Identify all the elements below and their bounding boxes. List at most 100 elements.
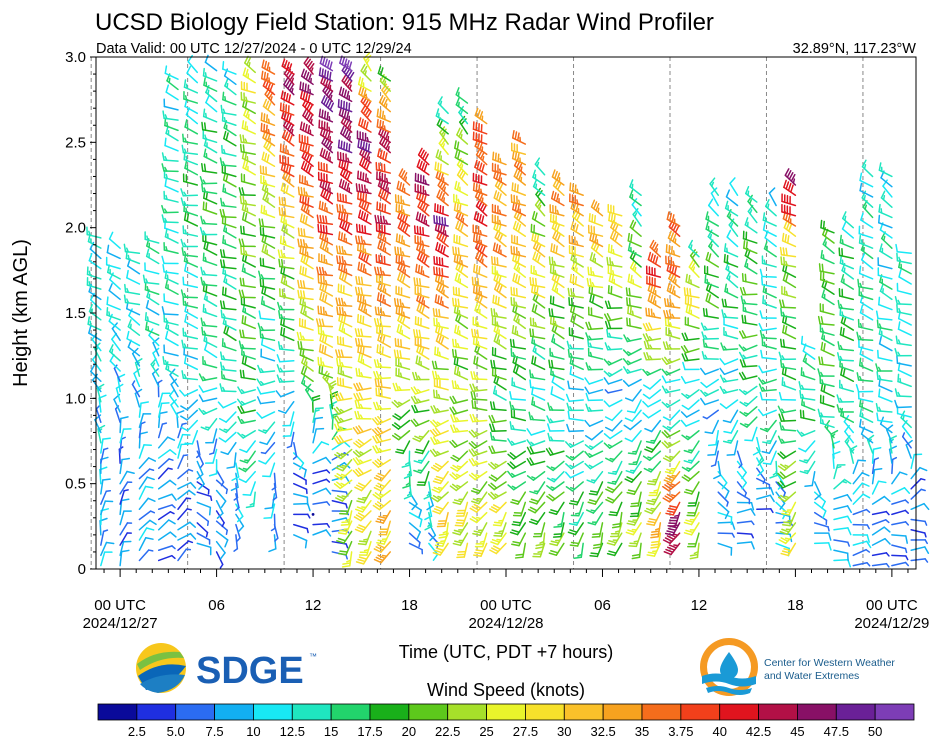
barb-feather <box>454 349 458 359</box>
barb-feather <box>385 103 388 109</box>
barb-feather <box>278 196 281 206</box>
wind-barb <box>177 508 192 521</box>
barb-feather <box>611 525 621 529</box>
barb-feather <box>509 338 513 348</box>
barb-feather <box>477 277 480 287</box>
wind-barb <box>161 306 179 316</box>
wind-barb <box>184 160 199 176</box>
barb-feather <box>220 104 223 114</box>
wind-barb <box>177 481 197 490</box>
wind-barb <box>241 120 256 135</box>
wind-barb <box>221 338 237 352</box>
barb-staff <box>183 389 199 397</box>
barb-feather <box>551 256 554 266</box>
barb-feather <box>208 506 212 516</box>
wind-barb <box>297 186 314 198</box>
barb-feather <box>264 100 270 109</box>
barb-feather <box>567 287 571 297</box>
wind-barb <box>86 276 102 290</box>
barb-feather <box>263 113 266 123</box>
barb-feather <box>341 204 345 214</box>
barb-staff <box>119 458 123 475</box>
barb-feather <box>265 141 271 150</box>
barb-feather <box>240 418 245 424</box>
barb-feather <box>593 214 596 224</box>
barb-feather <box>588 212 591 222</box>
barb-staff <box>269 462 276 478</box>
wind-barb <box>203 291 218 307</box>
barb-staff <box>279 360 295 363</box>
wind-barb <box>258 218 276 229</box>
barb-feather <box>341 495 347 498</box>
barb-feather <box>368 156 371 162</box>
barb-feather <box>396 246 400 256</box>
barb-feather <box>551 477 557 481</box>
wind-barb <box>221 144 237 157</box>
barb-feather <box>303 228 306 238</box>
barb-feather <box>299 331 303 341</box>
wind-barb <box>260 441 276 455</box>
barb-staff <box>138 527 148 541</box>
barb-feather <box>491 255 494 265</box>
barb-staff <box>170 383 179 398</box>
barb-feather <box>433 389 436 399</box>
barb-feather <box>161 255 165 265</box>
barb-feather <box>142 274 146 284</box>
wind-barb <box>142 274 160 285</box>
barb-feather <box>285 164 289 174</box>
barb-staff <box>119 490 125 505</box>
barb-feather <box>244 161 249 170</box>
barb-feather <box>302 335 306 341</box>
barb-feather <box>167 467 173 470</box>
barb-feather <box>108 311 111 317</box>
barb-feather <box>551 351 554 358</box>
barb-feather <box>165 246 168 252</box>
barb-feather <box>471 399 474 409</box>
barb-feather <box>529 328 532 337</box>
barb-feather <box>304 92 308 102</box>
barb-staff <box>177 540 190 551</box>
wind-barb <box>233 482 239 501</box>
barb-feather <box>263 286 267 296</box>
wind-barb <box>164 279 179 295</box>
wind-barb <box>201 163 218 174</box>
wind-barb <box>260 174 276 188</box>
wind-barb <box>126 269 141 285</box>
barb-feather <box>606 328 609 338</box>
barb-feather <box>203 122 207 131</box>
wind-barb <box>144 231 160 244</box>
barb-feather <box>499 157 502 164</box>
barb-feather <box>282 327 286 337</box>
barb-feather <box>497 296 500 306</box>
barb-feather <box>126 298 130 304</box>
barb-staff <box>108 238 121 249</box>
barb-feather <box>318 67 322 77</box>
wind-barb <box>260 112 276 127</box>
barb-staff <box>127 265 141 275</box>
wind-barb <box>299 213 314 229</box>
wind-barb <box>271 472 277 491</box>
barb-feather <box>415 263 418 273</box>
barb-feather <box>258 460 267 465</box>
barb-staff <box>157 554 173 562</box>
wind-barb <box>182 276 199 289</box>
barb-feather <box>321 365 324 375</box>
barb-feather <box>147 457 157 462</box>
barb-staff <box>273 472 277 489</box>
barb-feather <box>366 136 370 143</box>
barb-feather <box>165 125 169 135</box>
barb-feather <box>262 98 268 108</box>
barb-feather <box>264 179 268 186</box>
wind-barb <box>312 487 332 495</box>
barb-staff <box>215 540 226 554</box>
barb-feather <box>222 300 226 310</box>
barb-feather <box>186 508 192 511</box>
barb-staff <box>235 493 240 509</box>
barb-feather <box>473 329 477 338</box>
wind-barb <box>276 364 295 373</box>
wind-barb <box>145 248 160 265</box>
barb-feather <box>286 133 291 142</box>
barb-feather <box>222 259 226 269</box>
barb-feather <box>299 213 303 223</box>
barb-feather <box>257 364 262 374</box>
